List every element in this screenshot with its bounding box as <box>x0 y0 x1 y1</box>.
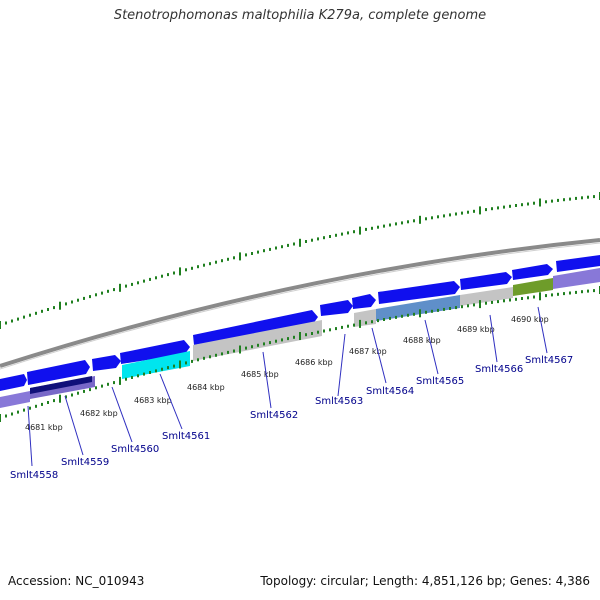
connector <box>371 327 387 384</box>
accession-text: Accession: NC_010943 <box>8 574 145 588</box>
scale-label: 4686 kbp <box>295 358 333 367</box>
scale-label: 4689 kbp <box>457 325 495 334</box>
backbone-inner <box>0 242 600 370</box>
label-connectors <box>27 306 548 467</box>
gene-arrow[interactable] <box>460 272 512 290</box>
connector <box>489 314 498 363</box>
scale-label: 4683 kbp <box>134 396 172 405</box>
gene-block[interactable] <box>122 351 190 379</box>
gene-label[interactable]: Smlt4559 <box>61 457 109 468</box>
reverse-strand <box>0 268 600 408</box>
scale-label: 4684 kbp <box>187 383 225 392</box>
scale-label: 4685 kbp <box>241 370 279 379</box>
scale-label: 4690 kbp <box>511 315 549 324</box>
connector <box>111 386 133 443</box>
scale-label: 4681 kbp <box>25 423 63 432</box>
gene-arrow[interactable] <box>378 281 460 304</box>
gene-label[interactable]: Smlt4564 <box>366 386 414 397</box>
gene-block[interactable] <box>0 391 30 408</box>
gene-block[interactable] <box>513 278 553 296</box>
gene-block[interactable] <box>193 320 322 361</box>
connector <box>159 373 183 430</box>
connector <box>337 333 346 397</box>
gene-label[interactable]: Smlt4562 <box>250 410 298 421</box>
gene-label[interactable]: Smlt4567 <box>525 355 573 366</box>
genome-summary-text: Topology: circular; Length: 4,851,126 bp… <box>260 574 590 588</box>
gene-label[interactable]: Smlt4560 <box>111 444 159 455</box>
gene-block[interactable] <box>376 295 460 321</box>
gene-label[interactable]: Smlt4566 <box>475 364 523 375</box>
gene-arrow[interactable] <box>193 310 318 345</box>
gene-block[interactable] <box>30 376 92 394</box>
gene-arrow[interactable] <box>92 355 121 371</box>
connector <box>537 306 548 354</box>
backbone-outer <box>0 238 600 368</box>
gene-arrow[interactable] <box>27 360 90 385</box>
gene-arrow[interactable] <box>120 340 190 364</box>
gene-label[interactable]: Smlt4565 <box>416 376 464 387</box>
forward-strand <box>0 255 600 391</box>
scale-label: 4687 kbp <box>349 347 387 356</box>
scale-label: 4688 kbp <box>403 336 441 345</box>
connector <box>262 351 272 409</box>
connector <box>64 395 84 456</box>
gene-label[interactable]: Smlt4563 <box>315 396 363 407</box>
gene-block[interactable] <box>460 287 513 306</box>
inner-tick-ring <box>0 286 600 422</box>
gene-label[interactable]: Smlt4561 <box>162 431 210 442</box>
gene-labels: Smlt4558 Smlt4559 Smlt4560 Smlt4561 Smlt… <box>10 355 573 481</box>
outer-tick-ring <box>0 192 600 329</box>
gene-arrow[interactable] <box>556 255 600 272</box>
gene-label[interactable]: Smlt4558 <box>10 470 58 481</box>
connector <box>424 319 439 375</box>
connector <box>27 405 33 467</box>
gene-arrow[interactable] <box>0 374 27 391</box>
gene-arrow[interactable] <box>320 300 353 316</box>
gene-block[interactable] <box>553 268 600 289</box>
scale-labels: 4681 kbp 4682 kbp 4683 kbp 4684 kbp 4685… <box>25 315 549 432</box>
map-title: Stenotrophomonas maltophilia K279a, comp… <box>113 8 487 23</box>
scale-label: 4682 kbp <box>80 409 118 418</box>
gene-arrow[interactable] <box>352 294 376 309</box>
gene-arrow[interactable] <box>512 264 553 280</box>
